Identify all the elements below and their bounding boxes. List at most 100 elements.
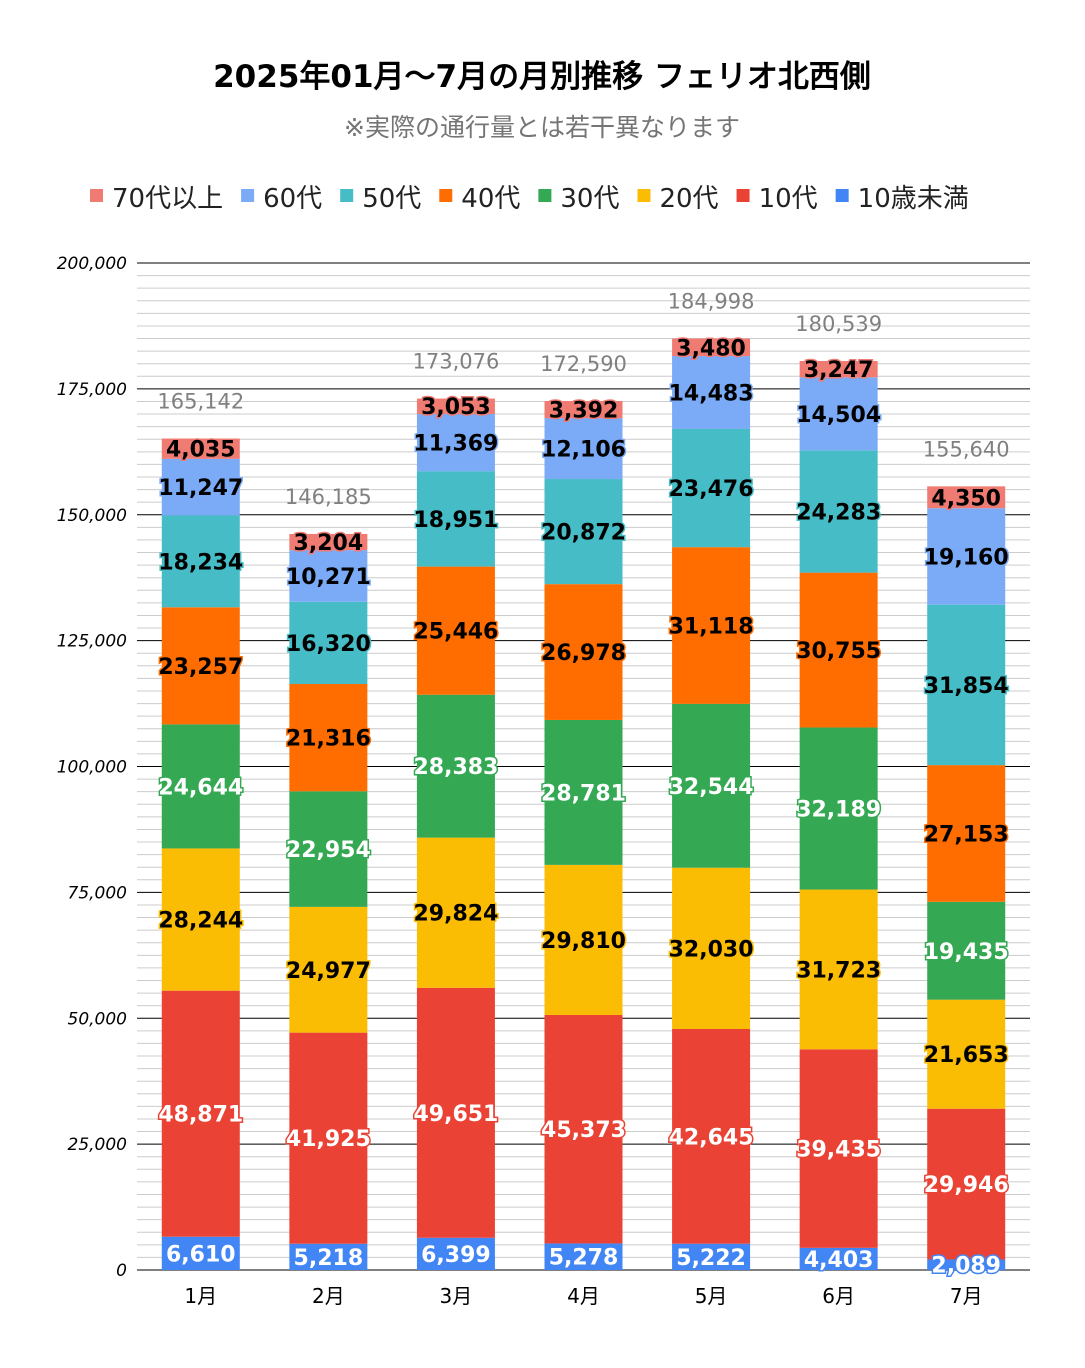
data-label: 5,218 — [294, 1246, 364, 1271]
data-label: 23,257 — [158, 655, 243, 680]
legend-label: 40代 — [461, 184, 520, 214]
data-label: 26,978 — [541, 641, 626, 666]
total-label: 165,142 — [157, 390, 244, 414]
bar-segment — [927, 999, 1006, 1109]
legend-swatch — [835, 189, 849, 202]
bar-segment — [544, 401, 623, 419]
bar-group: 6,399 49,651 29,824 28,383 25,446 18,951 11,36… — [412, 350, 500, 1308]
y-tick-label: 0 — [116, 1261, 127, 1281]
legend-swatch — [90, 189, 103, 202]
y-tick-label: 125,000 — [57, 632, 127, 652]
legend-label: 10代 — [759, 184, 818, 214]
bar-segment — [161, 438, 240, 459]
bar-segment — [289, 1243, 368, 1270]
bar-segment — [544, 1243, 623, 1270]
x-tick-label: 6月 — [822, 1284, 855, 1308]
bar-segment — [799, 1247, 878, 1270]
legend-swatch — [241, 189, 255, 202]
bar-segment — [416, 987, 495, 1238]
data-label: 24,644 — [158, 775, 243, 800]
legend-label: 60代 — [263, 184, 322, 214]
data-label: 18,951 — [413, 508, 498, 533]
chart-subtitle: ※実際の通行量とは若干異なります — [344, 113, 740, 142]
y-tick-label: 175,000 — [57, 380, 127, 400]
bar-segment — [927, 765, 1006, 902]
y-tick-label: 25,000 — [68, 1135, 127, 1155]
bar-segment — [416, 837, 495, 988]
bar-segment — [161, 458, 240, 516]
bar-segment — [672, 867, 751, 1029]
bar-segment — [927, 1259, 1006, 1270]
legend-swatch — [439, 189, 453, 202]
bar-segment — [289, 906, 368, 1033]
data-label: 32,544 — [669, 775, 754, 800]
bar-group: 4,403 39,435 31,723 32,189 30,755 24,283 14,50… — [795, 312, 883, 1308]
bar-segment — [544, 864, 623, 1015]
bar-segment — [289, 550, 368, 602]
total-label: 155,640 — [923, 437, 1010, 461]
bar-segment — [672, 338, 751, 357]
bar-segment — [799, 889, 878, 1050]
data-label: 14,483 — [669, 382, 754, 407]
data-label: 3,392 — [549, 399, 619, 424]
data-label: 29,824 — [413, 902, 498, 927]
bar-segment — [289, 1032, 368, 1244]
data-label: 11,247 — [158, 476, 243, 501]
legend-label: 30代 — [560, 184, 619, 214]
y-tick-label: 150,000 — [57, 506, 127, 526]
bar-segment — [289, 683, 368, 792]
data-label: 4,350 — [931, 486, 1001, 511]
data-label: 29,946 — [924, 1173, 1009, 1198]
bar-segment — [672, 1028, 751, 1244]
legend-label: 70代以上 — [112, 184, 223, 214]
data-label: 23,476 — [669, 477, 754, 502]
bar-segment — [672, 1243, 751, 1270]
bar-group: 6,610 48,871 28,244 24,644 23,257 18,234 11,24… — [157, 390, 245, 1308]
chart-title: 2025年01月～7月の月別推移 フェリオ北西側 — [213, 59, 871, 95]
bar-group: 5,218 41,925 24,977 22,954 21,316 16,320 10,27… — [284, 485, 372, 1308]
data-label: 41,925 — [286, 1127, 371, 1152]
bar-group: 5,278 45,373 29,810 28,781 26,978 20,872 12,10… — [540, 352, 628, 1308]
data-label: 39,435 — [796, 1138, 881, 1163]
data-label: 14,504 — [796, 403, 881, 428]
bar-segment — [799, 360, 878, 378]
data-label: 31,723 — [796, 958, 881, 983]
data-label: 16,320 — [286, 632, 371, 657]
data-label: 24,977 — [286, 959, 371, 984]
y-tick-label: 50,000 — [68, 1009, 127, 1029]
bars: 6,610 48,871 28,244 24,644 23,257 18,234 11,24… — [157, 290, 1010, 1308]
data-label: 30,755 — [796, 639, 881, 664]
x-tick-label: 1月 — [184, 1284, 217, 1308]
data-label: 3,480 — [676, 336, 746, 361]
data-label: 20,872 — [541, 521, 626, 546]
data-label: 18,234 — [158, 550, 243, 575]
data-label: 48,871 — [158, 1103, 243, 1128]
bar-segment — [799, 572, 878, 728]
bar-segment — [289, 791, 368, 907]
legend-label: 50代 — [362, 184, 421, 214]
bar-segment — [927, 486, 1006, 509]
data-label: 21,653 — [924, 1043, 1009, 1068]
data-label: 25,446 — [413, 620, 498, 645]
bar-group: 2,089 29,946 21,653 19,435 27,153 31,854 19,16… — [922, 437, 1010, 1308]
data-label: 6,399 — [421, 1243, 491, 1268]
x-tick-label: 7月 — [950, 1284, 983, 1308]
legend-swatch — [637, 189, 651, 202]
data-label: 3,247 — [804, 358, 874, 383]
bar-segment — [544, 719, 623, 865]
y-tick-label: 200,000 — [57, 254, 127, 274]
data-label: 11,369 — [413, 432, 498, 457]
data-label: 22,954 — [286, 838, 371, 863]
bar-segment — [161, 1236, 240, 1270]
x-tick-label: 3月 — [440, 1284, 473, 1308]
bar-segment — [799, 450, 878, 573]
total-label: 173,076 — [413, 350, 500, 374]
total-label: 172,590 — [540, 352, 627, 376]
bar-segment — [927, 1108, 1006, 1260]
bar-segment — [672, 428, 751, 548]
bar-segment — [289, 533, 368, 551]
data-label: 42,645 — [669, 1125, 754, 1150]
legend-label: 20代 — [659, 184, 718, 214]
bar-segment — [799, 727, 878, 890]
bar-segment — [544, 479, 623, 585]
